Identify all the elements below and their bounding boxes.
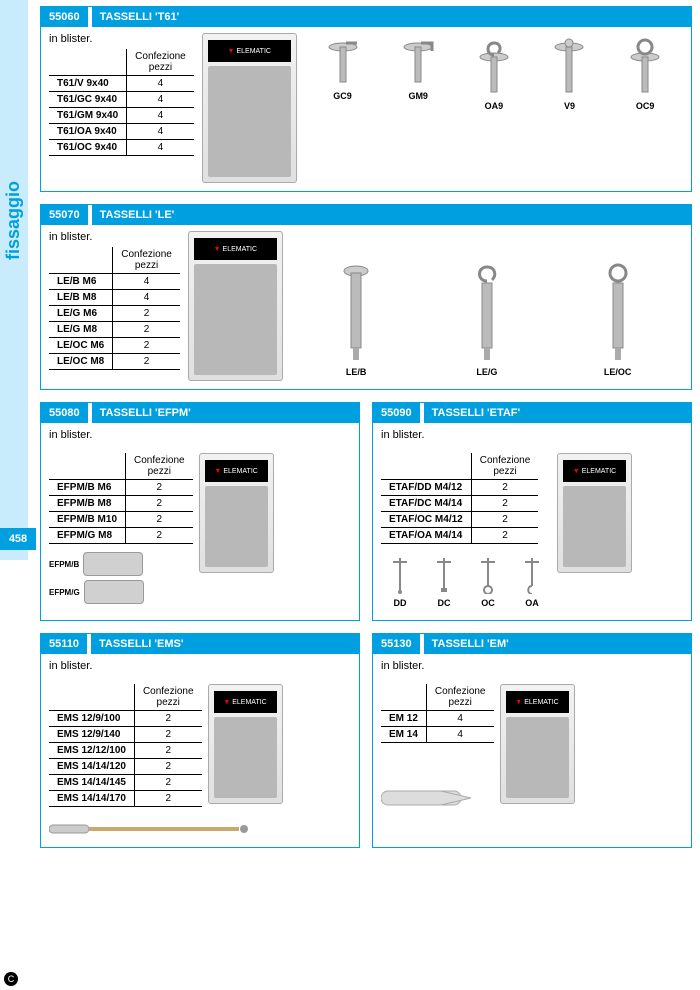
anchor-v9-icon: V9 xyxy=(549,37,589,111)
frame-anchor-icon xyxy=(49,819,249,839)
anchor-leoc-icon: LE/OC xyxy=(598,263,638,377)
anchor-leg-icon: LE/G xyxy=(467,263,507,377)
blister-pack-image: ELEMATIC xyxy=(208,684,283,804)
category-sidebar: fissaggio xyxy=(0,0,28,560)
page-number-badge: 458 xyxy=(0,528,36,550)
product-55110: 55110 TASSELLI 'EMS' in blister. Confezi… xyxy=(40,633,360,848)
anchor-oa9-icon: OA9 xyxy=(474,37,514,111)
blister-pack-image: ELEMATIC xyxy=(199,453,274,573)
category-label: fissaggio xyxy=(3,181,24,260)
spec-table: Confezionepezzi EFPM/B M62 EFPM/B M82 EF… xyxy=(49,453,193,544)
toggle-oa-icon: OA xyxy=(519,554,545,608)
product-55090: 55090 TASSELLI 'ETAF' in blister. Confez… xyxy=(372,402,692,621)
spec-table: Confezionepezzi EM 124 EM 144 xyxy=(381,684,494,743)
product-title: TASSELLI 'T61' xyxy=(92,7,691,27)
blister-pack-image: ELEMATIC xyxy=(202,33,297,183)
blister-pack-image: ELEMATIC xyxy=(188,231,283,381)
spec-table: Confezionepezzi T61/V 9x404 T61/GC 9x404… xyxy=(49,49,194,156)
efpm-g-icon xyxy=(84,580,144,604)
spec-table: Confezionepezzi LE/B M64 LE/B M84 LE/G M… xyxy=(49,247,180,370)
anchor-gm9-icon: GM9 xyxy=(398,37,438,101)
anchor-gc9-icon: GC9 xyxy=(323,37,363,101)
spec-table: Confezionepezzi ETAF/DD M4/122 ETAF/DC M… xyxy=(381,453,538,544)
publisher-logo-icon: C xyxy=(4,972,18,986)
product-55130: 55130 TASSELLI 'EM' in blister. Confezio… xyxy=(372,633,692,848)
product-code: 55060 xyxy=(41,7,88,27)
toggle-dd-icon: DD xyxy=(387,554,413,608)
blister-pack-image: ELEMATIC xyxy=(500,684,575,804)
product-55070: 55070 TASSELLI 'LE' in blister. Confezio… xyxy=(40,204,692,390)
anchor-leb-icon: LE/B xyxy=(336,263,376,377)
product-code: 55070 xyxy=(41,205,88,225)
product-desc: in blister. xyxy=(49,33,194,45)
product-55060: 55060 TASSELLI 'T61' in blister. Confezi… xyxy=(40,6,692,192)
spec-table: Confezionepezzi EMS 12/9/1002 EMS 12/9/1… xyxy=(49,684,202,807)
anchor-oc9-icon: OC9 xyxy=(625,37,665,111)
toggle-dc-icon: DC xyxy=(431,554,457,608)
toggle-oc-icon: OC xyxy=(475,554,501,608)
efpm-b-icon xyxy=(83,552,143,576)
blister-pack-image: ELEMATIC xyxy=(557,453,632,573)
product-title: TASSELLI 'LE' xyxy=(92,205,691,225)
product-55080: 55080 TASSELLI 'EFPM' in blister. Confez… xyxy=(40,402,360,621)
plug-icon xyxy=(381,783,481,813)
